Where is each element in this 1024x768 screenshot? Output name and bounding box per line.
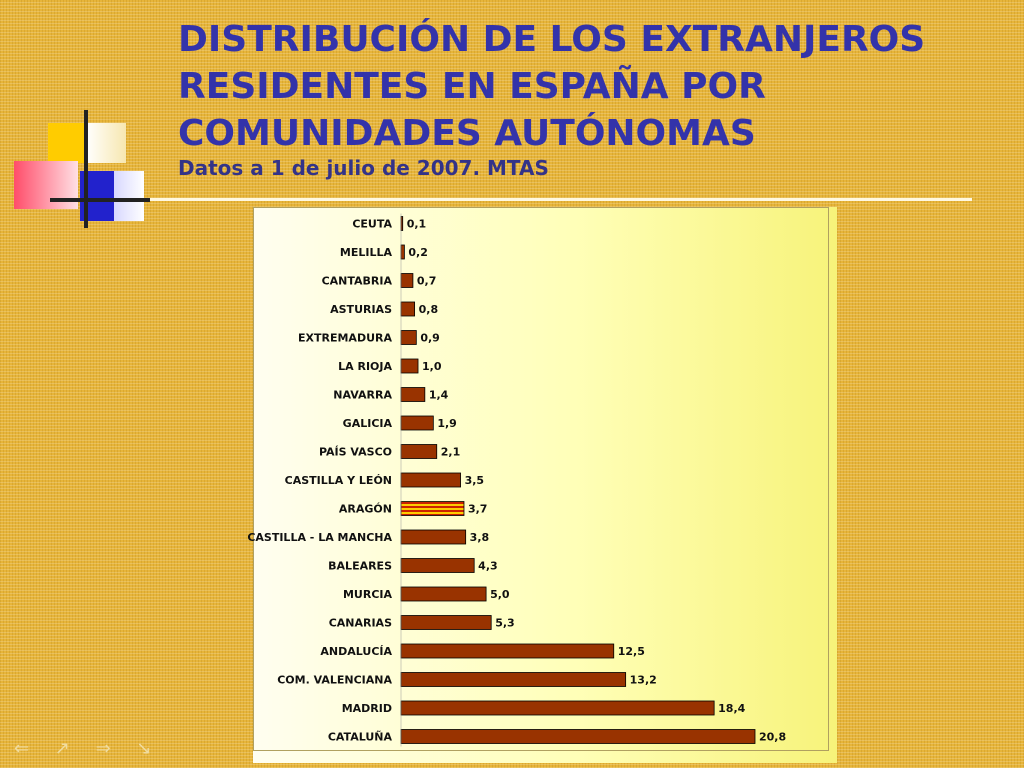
- bar-baleares: [400, 558, 475, 573]
- category-label-castilla-la-mancha: CASTILLA - LA MANCHA: [247, 531, 392, 544]
- bar-navarra: [400, 387, 426, 402]
- bar-castilla-la-mancha: [400, 529, 467, 545]
- category-label-galicia: GALICIA: [343, 417, 393, 430]
- decorative-square-yellow: [48, 123, 86, 163]
- value-label-cataluna: 20,8: [759, 731, 786, 744]
- category-label-castilla-y-leon: CASTILLA Y LEÓN: [285, 474, 392, 487]
- category-label-madrid: MADRID: [342, 702, 392, 715]
- decorative-vertical-line: [84, 110, 88, 228]
- bar-castilla-y-leon: [400, 472, 461, 488]
- nav-arrows-icon[interactable]: ⇐ ↗ ⇒ ↘: [14, 738, 162, 759]
- chart-panel: [253, 207, 837, 763]
- category-label-melilla: MELILLA: [340, 246, 393, 259]
- value-label-melilla: 0,2: [408, 246, 428, 259]
- category-label-la-rioja: LA RIOJA: [338, 360, 392, 373]
- category-label-pais-vasco: PAÍS VASCO: [319, 446, 392, 459]
- bar-galicia: [400, 415, 434, 431]
- bar-extremadura: [400, 330, 417, 345]
- bar-asturias: [400, 301, 416, 317]
- category-label-cantabria: CANTABRIA: [322, 275, 393, 288]
- bar-andalucia: [400, 643, 615, 659]
- bar-cantabria: [400, 273, 414, 288]
- bar-canarias: [400, 615, 492, 630]
- category-label-andalucia: ANDALUCÍA: [320, 645, 392, 658]
- bar-madrid: [400, 700, 715, 716]
- bar-la-rioja: [400, 358, 419, 374]
- value-label-castilla-la-mancha: 3,8: [470, 531, 490, 544]
- title-divider: [50, 198, 972, 201]
- value-label-la-rioja: 1,0: [422, 360, 442, 373]
- value-label-com-valenciana: 13,2: [630, 674, 657, 687]
- decorative-square-white: [86, 123, 126, 163]
- value-label-castilla-y-leon: 3,5: [465, 474, 485, 487]
- slide-title-line-1: DISTRIBUCIÓN DE LOS EXTRANJEROS: [178, 19, 926, 60]
- category-label-asturias: ASTURIAS: [330, 303, 392, 316]
- value-label-baleares: 4,3: [478, 560, 498, 573]
- value-label-navarra: 1,4: [429, 389, 449, 402]
- category-label-baleares: BALEARES: [328, 560, 392, 573]
- value-label-extremadura: 0,9: [420, 332, 440, 345]
- category-label-ceuta: CEUTA: [352, 218, 392, 231]
- value-label-canarias: 5,3: [495, 617, 514, 630]
- category-label-canarias: CANARIAS: [329, 617, 392, 630]
- decorative-square-lightblue: [114, 171, 144, 221]
- decorative-horizontal-line: [50, 198, 150, 202]
- value-label-galicia: 1,9: [437, 417, 457, 430]
- bar-aragon: [400, 501, 465, 516]
- slide-title-line-2: RESIDENTES EN ESPAÑA POR: [178, 66, 766, 107]
- value-label-murcia: 5,0: [490, 588, 510, 601]
- bar-ceuta: [400, 216, 404, 231]
- category-label-extremadura: EXTREMADURA: [298, 332, 392, 345]
- value-label-andalucia: 12,5: [618, 645, 645, 658]
- bar-cataluna: [400, 729, 756, 744]
- value-label-madrid: 18,4: [718, 702, 745, 715]
- value-label-ceuta: 0,1: [407, 218, 427, 231]
- category-label-cataluna: CATALUÑA: [328, 731, 393, 744]
- value-label-cantabria: 0,7: [417, 275, 437, 288]
- value-label-asturias: 0,8: [419, 303, 439, 316]
- category-label-murcia: MURCIA: [343, 588, 393, 601]
- bar-pais-vasco: [400, 444, 438, 459]
- category-label-navarra: NAVARRA: [333, 389, 392, 402]
- category-label-aragon: ARAGÓN: [339, 503, 392, 516]
- bar-com-valenciana: [400, 672, 627, 687]
- slide-title-line-3: COMUNIDADES AUTÓNOMAS: [178, 113, 756, 154]
- bar-murcia: [400, 586, 487, 602]
- category-label-com-valenciana: COM. VALENCIANA: [277, 674, 392, 687]
- value-label-pais-vasco: 2,1: [441, 446, 461, 459]
- value-label-aragon: 3,7: [468, 503, 488, 516]
- slide-title: DISTRIBUCIÓN DE LOS EXTRANJEROS RESIDENT…: [178, 16, 998, 157]
- slide-navigation[interactable]: ⇐ ↗ ⇒ ↘: [14, 738, 162, 759]
- slide-subtitle: Datos a 1 de julio de 2007. MTAS: [178, 156, 549, 180]
- bar-melilla: [400, 244, 405, 260]
